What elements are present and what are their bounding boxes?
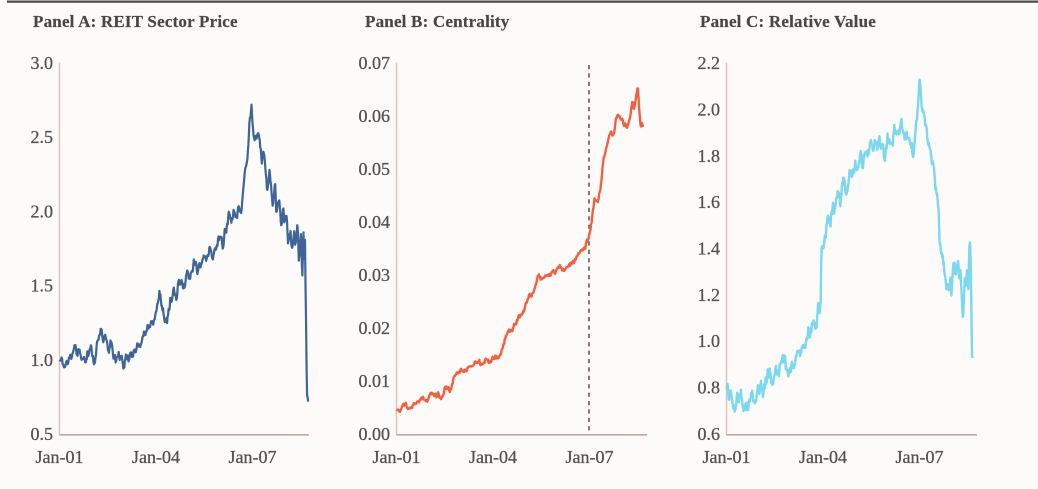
svg-text:2.5: 2.5 bbox=[31, 127, 54, 147]
svg-text:0.8: 0.8 bbox=[698, 378, 721, 398]
svg-text:Jan-07: Jan-07 bbox=[896, 447, 944, 467]
svg-text:0.05: 0.05 bbox=[359, 159, 391, 179]
svg-text:Jan-01: Jan-01 bbox=[373, 447, 421, 467]
svg-text:0.00: 0.00 bbox=[359, 424, 391, 444]
svg-text:Panel B: Centrality: Panel B: Centrality bbox=[365, 12, 510, 31]
svg-text:Panel A: REIT Sector Price: Panel A: REIT Sector Price bbox=[33, 12, 238, 31]
svg-text:Jan-01: Jan-01 bbox=[36, 447, 84, 467]
svg-text:Panel C: Relative Value: Panel C: Relative Value bbox=[700, 12, 876, 31]
svg-text:0.03: 0.03 bbox=[359, 265, 391, 285]
svg-text:2.0: 2.0 bbox=[698, 99, 721, 119]
svg-text:1.8: 1.8 bbox=[698, 146, 721, 166]
svg-text:1.0: 1.0 bbox=[698, 331, 721, 351]
svg-text:0.5: 0.5 bbox=[31, 424, 54, 444]
svg-text:0.06: 0.06 bbox=[359, 106, 391, 126]
svg-text:1.2: 1.2 bbox=[698, 285, 721, 305]
svg-text:2.0: 2.0 bbox=[31, 201, 54, 221]
svg-text:Jan-07: Jan-07 bbox=[566, 447, 614, 467]
svg-text:Jan-07: Jan-07 bbox=[229, 447, 277, 467]
svg-text:0.04: 0.04 bbox=[359, 212, 391, 232]
svg-text:Jan-04: Jan-04 bbox=[799, 447, 847, 467]
svg-text:1.4: 1.4 bbox=[698, 239, 721, 259]
svg-text:1.0: 1.0 bbox=[31, 350, 54, 370]
svg-text:0.6: 0.6 bbox=[698, 424, 721, 444]
svg-text:Jan-04: Jan-04 bbox=[132, 447, 180, 467]
svg-text:3.0: 3.0 bbox=[31, 53, 54, 73]
svg-text:0.02: 0.02 bbox=[359, 318, 391, 338]
svg-text:2.2: 2.2 bbox=[698, 53, 721, 73]
svg-text:Jan-01: Jan-01 bbox=[703, 447, 751, 467]
svg-text:Jan-04: Jan-04 bbox=[469, 447, 517, 467]
svg-text:0.01: 0.01 bbox=[359, 371, 391, 391]
svg-text:0.07: 0.07 bbox=[359, 53, 391, 73]
svg-text:1.5: 1.5 bbox=[31, 276, 54, 296]
svg-text:1.6: 1.6 bbox=[698, 192, 721, 212]
